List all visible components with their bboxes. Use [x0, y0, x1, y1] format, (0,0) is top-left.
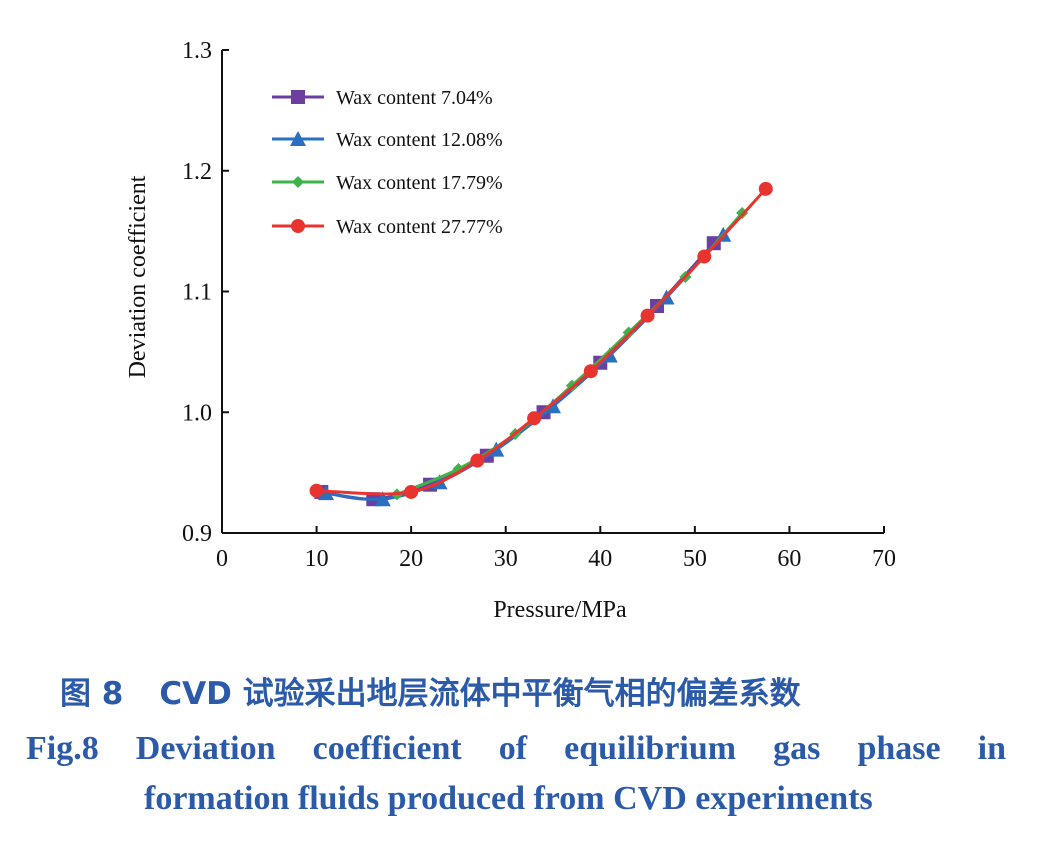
- series-circle: [309, 181, 773, 499]
- y-tick-label: 1.0: [182, 400, 212, 426]
- data-point-circle: [527, 411, 542, 426]
- legend: Wax content 7.04% Wax content 12.08% Wax c…: [272, 87, 503, 238]
- data-point-triangle: [290, 131, 306, 146]
- legend-label: Wax content 17.79%: [336, 172, 503, 194]
- y-axis-label: Deviation coefficient: [125, 175, 151, 378]
- data-point-triangle: [374, 491, 391, 507]
- data-point-circle: [758, 181, 773, 196]
- caption-cn-number: 图 8: [60, 676, 124, 712]
- y-tick-label: 1.2: [182, 159, 212, 185]
- legend-label: Wax content 7.04%: [336, 87, 493, 109]
- caption-english-line1: Fig.8 Deviation coefficient of equilibri…: [26, 730, 1006, 767]
- data-point-circle: [470, 453, 485, 468]
- series-square: [314, 236, 721, 507]
- data-point-triangle: [545, 398, 561, 414]
- data-point-diamond: [622, 326, 635, 339]
- legend-entry: Wax content 12.08%: [272, 129, 503, 151]
- legend-entry: Wax content 27.77%: [272, 216, 503, 238]
- series-layer: [309, 181, 773, 507]
- series-triangle: [318, 226, 732, 507]
- x-tick-label: 60: [777, 546, 801, 572]
- chart: 0 10 20 30 40 50 60 70 0.9 1.0 1.1 1.2 1.3 Wax conte…: [125, 38, 896, 623]
- data-point-circle: [583, 364, 598, 379]
- y-tick-label: 1.1: [182, 280, 212, 306]
- data-point-circle: [309, 483, 324, 498]
- data-point-square: [291, 90, 305, 104]
- data-point-diamond: [292, 176, 304, 188]
- data-point-circle: [697, 249, 712, 264]
- x-tick-label: 0: [216, 546, 228, 572]
- x-tick-label: 70: [872, 546, 896, 572]
- legend-label: Wax content 27.77%: [336, 216, 503, 238]
- series-line: [325, 233, 725, 501]
- x-tick-label: 20: [399, 546, 423, 572]
- caption-chinese: 图 8 CVD 试验采出地层流体中平衡气相的偏差系数: [54, 668, 801, 713]
- legend-entry: Wax content 17.79%: [272, 172, 503, 194]
- data-point-circle: [404, 484, 419, 499]
- x-tick-label: 40: [588, 546, 612, 572]
- series-diamond: [390, 207, 749, 501]
- series-line: [396, 212, 744, 496]
- y-tick-label: 0.9: [182, 521, 212, 547]
- series-line: [321, 242, 715, 501]
- data-point-circle: [291, 219, 305, 233]
- data-point-circle: [640, 308, 655, 323]
- x-tick-label: 50: [683, 546, 707, 572]
- x-tick-label: 30: [494, 546, 518, 572]
- legend-label: Wax content 12.08%: [336, 129, 503, 151]
- legend-entry: Wax content 7.04%: [272, 87, 493, 109]
- y-tick-label: 1.3: [182, 38, 212, 64]
- caption-english-line2: formation fluids produced from CVD exper…: [144, 780, 873, 817]
- x-tick-label: 10: [305, 546, 329, 572]
- caption-cn-text: CVD 试验采出地层流体中平衡气相的偏差系数: [159, 676, 801, 712]
- axes: 0 10 20 30 40 50 60 70 0.9 1.0 1.1 1.2 1.3: [182, 38, 896, 572]
- x-axis-label: Pressure/MPa: [493, 597, 627, 623]
